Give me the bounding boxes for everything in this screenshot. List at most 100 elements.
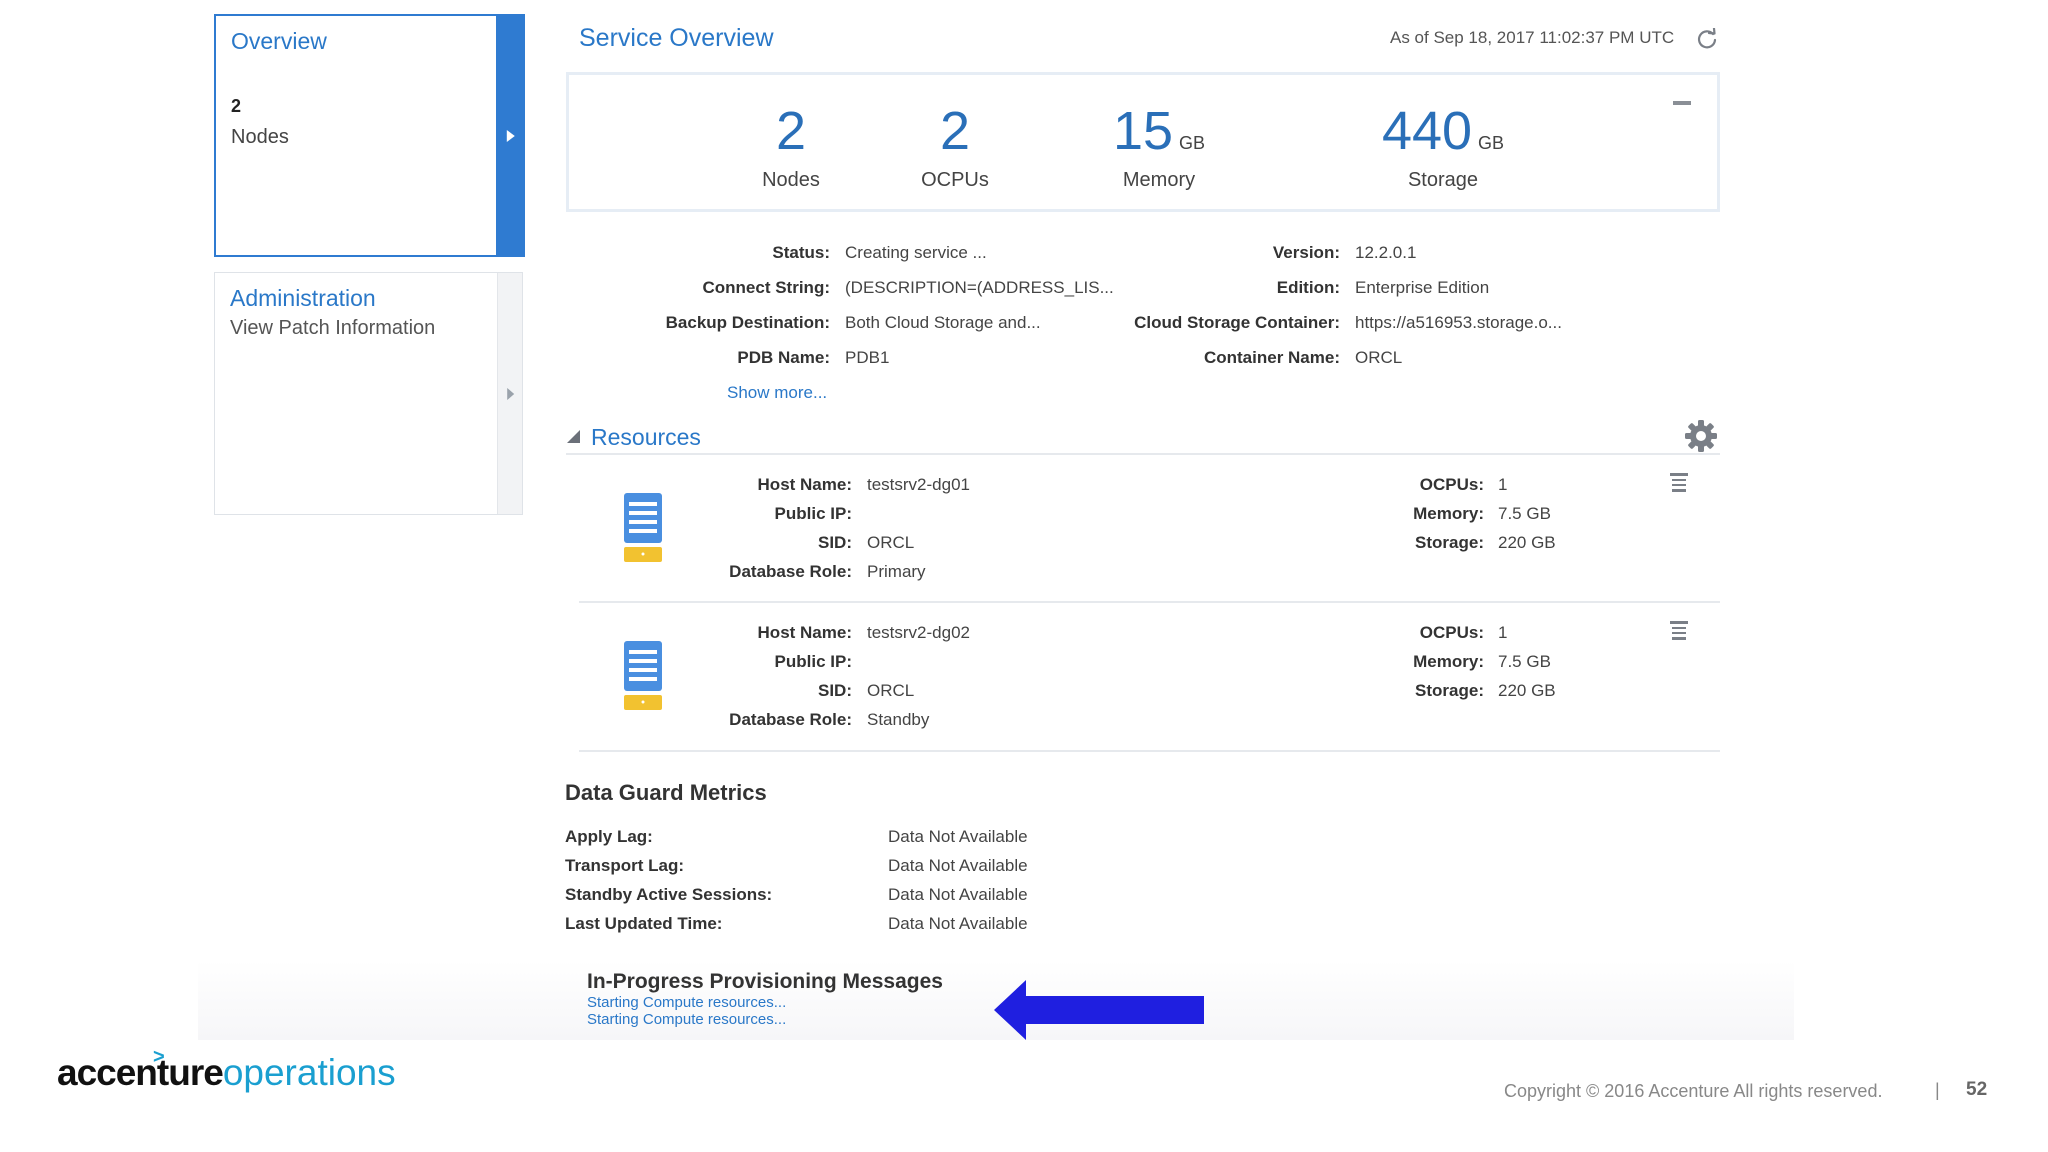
- ocpus-label: OCPUs:: [1419, 475, 1484, 494]
- container-name-label: Container Name:: [1203, 348, 1340, 367]
- show-more-link[interactable]: Show more...: [727, 383, 828, 402]
- overview-node-count: 2: [231, 96, 242, 116]
- apply-lag-label: Apply Lag:: [565, 827, 653, 846]
- overview-title: Overview: [231, 28, 327, 54]
- overview-node-label: Nodes: [231, 126, 289, 148]
- apply-lag-value: Data Not Available: [888, 827, 1028, 846]
- ocpus-value: 1: [1498, 475, 1508, 494]
- summary-panel: 2 Nodes 2 OCPUs 15 GB Memory 440 GB Storag…: [566, 72, 1720, 212]
- metric-nodes-label: Nodes: [762, 169, 820, 191]
- ocpus-label: OCPUs:: [1419, 623, 1484, 642]
- provisioning-message: Starting Compute resources...: [587, 994, 787, 1011]
- screenshot-bottom-fade: [198, 960, 1794, 1040]
- pdb-name-label: PDB Name:: [737, 348, 830, 367]
- menu-icon[interactable]: [1669, 620, 1689, 642]
- server-icon: [624, 641, 662, 710]
- administration-title[interactable]: Administration: [230, 285, 376, 311]
- chevron-right-icon: [507, 387, 515, 400]
- administration-card[interactable]: Administration View Patch Information: [214, 272, 523, 515]
- menu-icon[interactable]: [1669, 472, 1689, 494]
- gear-icon[interactable]: [1684, 419, 1718, 453]
- last-updated-time-label: Last Updated Time:: [565, 914, 723, 933]
- connect-string-label: Connect String:: [702, 278, 831, 297]
- administration-expand-rail[interactable]: [497, 273, 522, 514]
- storage-value: 220 GB: [1498, 681, 1556, 700]
- database-role-value: Primary: [867, 562, 926, 581]
- logo-accenture-text: accenture: [57, 1052, 224, 1093]
- connect-string-value: (DESCRIPTION=(ADDRESS_LIS...: [845, 278, 1114, 297]
- logo-operations-text: operations: [222, 1052, 396, 1093]
- overview-card[interactable]: Overview 2 Nodes: [214, 14, 525, 257]
- resources-divider: [566, 453, 1720, 455]
- storage-label: Storage:: [1415, 681, 1484, 700]
- expand-triangle-icon[interactable]: [567, 430, 580, 443]
- resources-end-divider: [579, 750, 1720, 752]
- version-label: Version:: [1272, 243, 1340, 262]
- page-title: Service Overview: [579, 24, 774, 52]
- public-ip-label: Public IP:: [774, 504, 852, 523]
- version-value: 12.2.0.1: [1355, 243, 1417, 262]
- metric-nodes: 2 Nodes: [731, 101, 851, 192]
- memory-label: Memory:: [1413, 504, 1484, 523]
- sid-value: ORCL: [867, 681, 915, 700]
- metric-memory-value: 15: [1112, 101, 1174, 161]
- metric-memory-label: Memory: [1122, 169, 1196, 191]
- public-ip-label: Public IP:: [774, 652, 852, 671]
- provisioning-message: Starting Compute resources...: [587, 1011, 787, 1028]
- metric-ocpus-label: OCPUs: [921, 169, 989, 191]
- metric-ocpus-value: 2: [939, 101, 971, 161]
- accenture-operations-logo: > accentureoperations: [57, 1046, 397, 1108]
- copyright-text: Copyright © 2016 Accenture All rights re…: [1504, 1081, 1883, 1101]
- host-name-value: testsrv2-dg02: [867, 623, 970, 642]
- status-value: Creating service ...: [845, 243, 987, 262]
- metric-storage-label: Storage: [1407, 169, 1479, 191]
- edition-label: Edition:: [1276, 278, 1340, 297]
- sid-label: SID:: [818, 681, 852, 700]
- cloud-storage-container-label: Cloud Storage Container:: [1134, 313, 1340, 332]
- transport-lag-label: Transport Lag:: [565, 856, 685, 875]
- database-role-label: Database Role:: [729, 710, 852, 729]
- logo-caret: >: [153, 1046, 165, 1068]
- metric-memory-unit: GB: [1179, 133, 1206, 153]
- standby-active-sessions-label: Standby Active Sessions:: [565, 885, 773, 904]
- data-guard-title: Data Guard Metrics: [565, 780, 767, 805]
- database-role-label: Database Role:: [729, 562, 852, 581]
- server-icon: [624, 493, 662, 562]
- container-name-value: ORCL: [1355, 348, 1403, 367]
- as-of-timestamp: As of Sep 18, 2017 11:02:37 PM UTC: [1390, 28, 1675, 47]
- pdb-name-value: PDB1: [845, 348, 890, 367]
- resources-title[interactable]: Resources: [591, 424, 701, 450]
- backup-destination-value: Both Cloud Storage and...: [845, 313, 1041, 332]
- host-name-label: Host Name:: [757, 623, 852, 642]
- storage-label: Storage:: [1415, 533, 1484, 552]
- provisioning-title: In-Progress Provisioning Messages: [587, 970, 943, 993]
- backup-destination-label: Backup Destination:: [665, 313, 830, 332]
- page-number: 52: [1966, 1079, 1988, 1100]
- pointer-arrow-icon: [994, 980, 1204, 1040]
- memory-label: Memory:: [1413, 652, 1484, 671]
- last-updated-time-value: Data Not Available: [888, 914, 1028, 933]
- transport-lag-value: Data Not Available: [888, 856, 1028, 875]
- ocpus-value: 1: [1498, 623, 1508, 642]
- collapse-icon[interactable]: [1673, 101, 1691, 105]
- status-label: Status:: [772, 243, 830, 262]
- metric-memory: 15 GB Memory: [1089, 101, 1229, 192]
- metric-storage-unit: GB: [1478, 133, 1505, 153]
- host-name-value: testsrv2-dg01: [867, 475, 970, 494]
- standby-active-sessions-value: Data Not Available: [888, 885, 1028, 904]
- view-patch-information-link[interactable]: View Patch Information: [230, 317, 436, 339]
- refresh-icon[interactable]: [1696, 28, 1718, 50]
- footer-separator: |: [1935, 1080, 1940, 1100]
- storage-value: 220 GB: [1498, 533, 1556, 552]
- metric-storage-value: 440: [1381, 101, 1473, 161]
- sid-value: ORCL: [867, 533, 915, 552]
- metric-nodes-value: 2: [775, 101, 807, 161]
- overview-expand-rail[interactable]: [496, 16, 523, 255]
- memory-value: 7.5 GB: [1498, 652, 1551, 671]
- metric-ocpus: 2 OCPUs: [895, 101, 1015, 192]
- memory-value: 7.5 GB: [1498, 504, 1551, 523]
- edition-value: Enterprise Edition: [1355, 278, 1490, 297]
- database-role-value: Standby: [867, 710, 930, 729]
- cloud-storage-container-value: https://a516953.storage.o...: [1355, 313, 1562, 332]
- node-divider: [579, 601, 1720, 603]
